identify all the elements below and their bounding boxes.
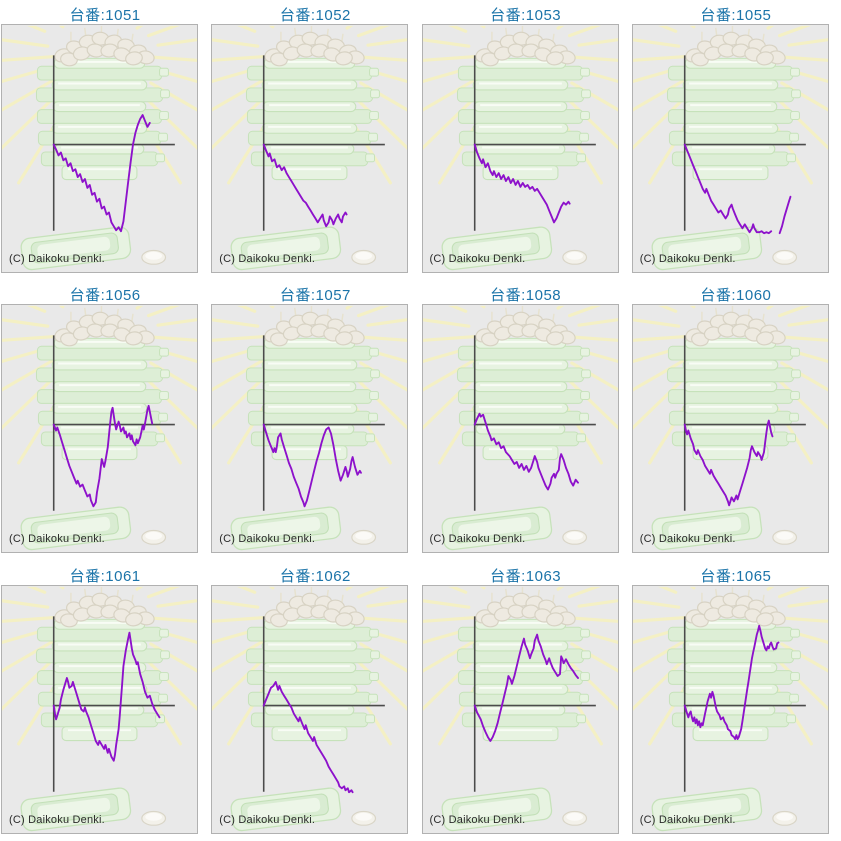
machine-title-link[interactable]: 台番:1052 xyxy=(279,7,351,24)
machine-title-link[interactable]: 台番:1051 xyxy=(69,7,141,24)
copyright-label: (C) Daikoku Denki. xyxy=(9,813,105,826)
machine-title-link[interactable]: 台番:1056 xyxy=(69,287,141,305)
graph-image xyxy=(422,306,618,552)
copyright-label: (C) Daikoku Denki. xyxy=(639,533,736,546)
payout-line xyxy=(263,423,363,508)
machine-title-link[interactable]: 台番:1061 xyxy=(69,567,141,585)
machine-cell: 台番:1051 (C) Daikoku Denki. xyxy=(0,0,210,280)
machine-cell: 台番:1053 (C) Daikoku Denki. xyxy=(421,0,631,280)
graph-image xyxy=(2,586,197,832)
machine-cell: 台番:1062 (C) Daikoku Denki. xyxy=(210,561,420,841)
payout-line xyxy=(683,420,774,507)
graph-image xyxy=(422,25,618,272)
axes xyxy=(473,616,596,792)
copyright-label: (C) Daikoku Denki. xyxy=(429,813,526,826)
graph-image xyxy=(212,586,408,832)
axes xyxy=(52,55,175,231)
copyright-label: (C) Daikoku Denki. xyxy=(429,533,526,546)
machine-cell: 台番:1058 (C) Daikoku Denki. xyxy=(421,280,631,560)
payout-line xyxy=(683,143,772,235)
graph-image xyxy=(422,586,618,832)
copyright-label: (C) Daikoku Denki. xyxy=(9,253,105,265)
copyright-label: (C) Daikoku Denki. xyxy=(429,253,526,265)
copyright-label: (C) Daikoku Denki. xyxy=(219,253,316,265)
payout-line xyxy=(52,114,151,233)
graph-image xyxy=(2,306,197,552)
copyright-label: (C) Daikoku Denki. xyxy=(9,533,105,546)
machine-cell: 台番:1061 (C) Daikoku Denki. xyxy=(0,561,210,841)
payout-line xyxy=(473,143,571,224)
payout-line xyxy=(473,413,579,491)
machine-cell: 台番:1055 (C) Daikoku Denki. xyxy=(631,0,841,280)
payout-line xyxy=(263,680,354,793)
graph-panel: (C) Daikoku Denki. xyxy=(631,584,829,834)
graph-panel: (C) Daikoku Denki. xyxy=(421,24,619,273)
graph-panel: (C) Daikoku Denki. xyxy=(211,24,409,273)
graph-image xyxy=(632,306,828,552)
machine-cell: 台番:1057 (C) Daikoku Denki. xyxy=(210,280,420,560)
graph-panel: (C) Daikoku Denki. xyxy=(631,24,829,273)
machine-title-link[interactable]: 台番:1057 xyxy=(279,287,351,305)
machine-cell: 台番:1056 (C) Daikoku Denki. xyxy=(0,280,210,560)
copyright-label: (C) Daikoku Denki. xyxy=(219,813,316,826)
payout-line xyxy=(263,143,348,228)
copyright-label: (C) Daikoku Denki. xyxy=(639,813,736,826)
graph-panel: (C) Daikoku Denki. xyxy=(631,304,829,554)
payout-line xyxy=(52,405,154,508)
graph-panel: (C) Daikoku Denki. xyxy=(1,24,198,273)
machine-title-link[interactable]: 台番:1053 xyxy=(490,7,562,24)
axes xyxy=(683,335,806,512)
axes xyxy=(473,55,596,231)
axes xyxy=(52,616,175,792)
copyright-label: (C) Daikoku Denki. xyxy=(219,533,316,546)
machine-title-link[interactable]: 台番:1058 xyxy=(490,287,562,305)
machine-title-link[interactable]: 台番:1062 xyxy=(279,567,351,585)
graph-panel: (C) Daikoku Denki. xyxy=(211,584,409,834)
graph-image xyxy=(632,586,828,832)
payout-line xyxy=(778,195,792,235)
graph-image xyxy=(632,25,828,272)
axes xyxy=(683,55,806,231)
graph-image xyxy=(212,25,408,272)
machine-cell: 台番:1063 (C) Daikoku Denki. xyxy=(421,561,631,841)
axes xyxy=(263,55,386,231)
payout-line xyxy=(52,631,161,762)
machine-title-link[interactable]: 台番:1063 xyxy=(490,567,562,585)
axes xyxy=(52,335,175,512)
machine-title-link[interactable]: 台番:1055 xyxy=(700,7,772,24)
copyright-label: (C) Daikoku Denki. xyxy=(639,253,736,265)
graph-image xyxy=(212,306,408,552)
machine-cell: 台番:1065 (C) Daikoku Denki. xyxy=(631,561,841,841)
payout-line xyxy=(473,633,579,742)
graph-panel: (C) Daikoku Denki. xyxy=(1,304,198,554)
machine-cell: 台番:1052 (C) Daikoku Denki. xyxy=(210,0,420,280)
machine-title-link[interactable]: 台番:1065 xyxy=(700,567,772,585)
graph-panel: (C) Daikoku Denki. xyxy=(421,584,619,834)
graph-panel: (C) Daikoku Denki. xyxy=(211,304,409,554)
machine-cell: 台番:1060 (C) Daikoku Denki. xyxy=(631,280,841,560)
axes xyxy=(263,335,386,512)
graph-panel: (C) Daikoku Denki. xyxy=(1,584,198,834)
graph-image xyxy=(2,25,197,272)
graph-panel: (C) Daikoku Denki. xyxy=(421,304,619,554)
payout-line xyxy=(683,624,780,740)
machine-title-link[interactable]: 台番:1060 xyxy=(700,287,772,305)
